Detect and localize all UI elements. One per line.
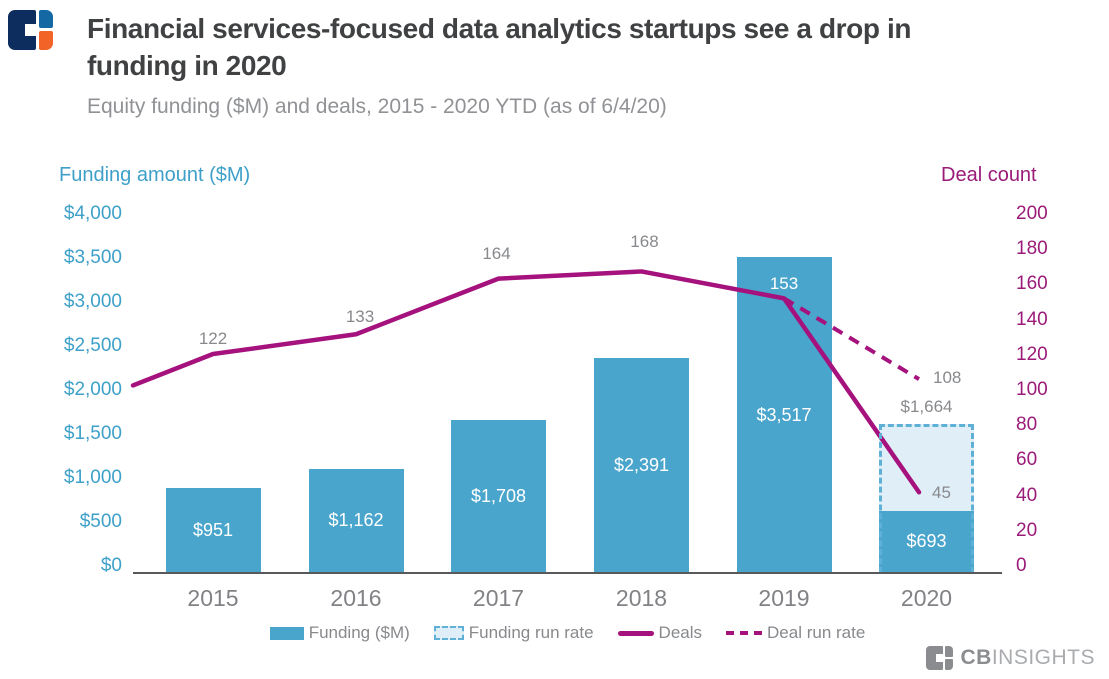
right-axis-tick: 100 xyxy=(1016,379,1048,400)
cb-insights-watermark-icon xyxy=(926,646,954,670)
left-axis-title: Funding amount ($M) xyxy=(59,164,251,186)
logo-c-notch xyxy=(25,24,36,36)
watermark-cb: CB xyxy=(960,646,992,669)
deal-count-label-2020: 45 xyxy=(932,483,951,503)
x-axis-label-2015: 2015 xyxy=(187,585,239,611)
bar-value-label: $1,708 xyxy=(470,485,527,506)
left-axis-tick: $0 xyxy=(100,555,122,576)
deal-run-rate-label: 108 xyxy=(933,368,962,388)
legend-label: Funding run rate xyxy=(468,623,594,642)
right-axis-tick: 200 xyxy=(1016,203,1048,224)
deal-count-label-2018: 168 xyxy=(630,232,659,252)
right-axis-tick: 0 xyxy=(1016,555,1027,576)
chart-subtitle: Equity funding ($M) and deals, 2015 - 20… xyxy=(87,95,667,118)
deal-run-rate-swatch-icon xyxy=(726,631,763,635)
bar-value-label: $3,517 xyxy=(756,404,812,425)
funding-bar-2018: $2,391 xyxy=(594,358,689,573)
right-axis-tick: 180 xyxy=(1016,238,1048,260)
funding-bar-2015: $951 xyxy=(165,487,261,573)
right-axis-title: Deal count xyxy=(941,164,1037,186)
funding-run-rate-dashed-outline xyxy=(879,423,974,573)
funding-bar-2017: $1,708 xyxy=(451,419,546,573)
funding-bar-2016: $1,162 xyxy=(308,468,404,573)
legend-label: Deals xyxy=(658,623,703,642)
funding-run-rate-swatch-icon xyxy=(433,626,464,640)
left-axis-tick: $1,500 xyxy=(63,423,122,444)
bar-value-label: $693 xyxy=(906,531,947,552)
funding-swatch-icon xyxy=(269,626,304,640)
x-axis-label-2017: 2017 xyxy=(472,585,525,611)
right-axis-tick: 120 xyxy=(1016,343,1048,365)
x-axis-label-2016: 2016 xyxy=(330,585,382,611)
left-axis-tick: $3,500 xyxy=(63,247,122,268)
cb-insights-watermark: CBINSIGHTS xyxy=(926,646,1095,670)
cb-insights-logo-icon xyxy=(8,10,53,50)
left-axis-tick: $500 xyxy=(79,511,122,532)
logo-blue-square xyxy=(39,10,53,28)
legend-item-funding: Funding ($M) xyxy=(269,623,410,643)
left-axis-tick: $1,000 xyxy=(63,467,122,488)
funding-run-rate-value-label: $1,664 xyxy=(900,396,953,416)
right-axis-tick: 60 xyxy=(1016,449,1038,471)
chart-title-line2: funding in 2020 xyxy=(87,50,287,81)
right-axis-tick: 80 xyxy=(1016,414,1038,436)
right-axis-tick: 160 xyxy=(1016,273,1048,295)
x-axis-line xyxy=(133,572,1002,574)
deal-count-label-2016: 133 xyxy=(345,307,375,327)
x-axis-label-2020: 2020 xyxy=(900,585,953,611)
legend-label: Funding ($M) xyxy=(308,623,410,642)
funding-bar-2019: $3,517 xyxy=(736,257,832,573)
x-axis-label-2019: 2019 xyxy=(758,585,810,611)
bar-value-label: $951 xyxy=(192,519,234,540)
deal-count-label-2015: 122 xyxy=(198,329,228,348)
right-axis-tick: 40 xyxy=(1016,484,1038,506)
left-axis-tick: $3,000 xyxy=(63,291,122,312)
watermark-text: CBINSIGHTS xyxy=(960,646,1095,670)
left-axis-tick: $2,500 xyxy=(63,335,122,356)
right-axis-tick: 20 xyxy=(1016,519,1038,541)
deals-swatch-icon xyxy=(617,630,654,636)
chart-title-line1: Financial services-focused data analytic… xyxy=(87,13,912,44)
deal-count-label-2019: 153 xyxy=(769,274,799,294)
right-axis-tick: 140 xyxy=(1016,308,1048,330)
left-axis-tick: $2,000 xyxy=(63,379,122,400)
legend-item-deal-run-rate: Deal run rate xyxy=(726,623,865,643)
x-axis-label-2018: 2018 xyxy=(615,585,668,611)
legend: Funding ($M) Funding run rate Deals Deal… xyxy=(133,620,1002,646)
deal-count-label-2017: 164 xyxy=(482,243,511,263)
legend-item-deals: Deals xyxy=(617,623,703,643)
bar-value-label: $2,391 xyxy=(613,455,670,476)
legend-label: Deal run rate xyxy=(767,623,866,642)
watermark-insights: INSIGHTS xyxy=(991,646,1095,669)
left-axis-tick: $4,000 xyxy=(63,203,122,224)
legend-item-funding-run-rate: Funding run rate xyxy=(433,623,594,643)
logo-orange-square xyxy=(39,31,53,50)
funding-bar-2020: $693 xyxy=(879,510,974,573)
chart-title: Financial services-focused data analytic… xyxy=(87,10,1099,84)
bar-value-label: $1,162 xyxy=(328,510,384,531)
